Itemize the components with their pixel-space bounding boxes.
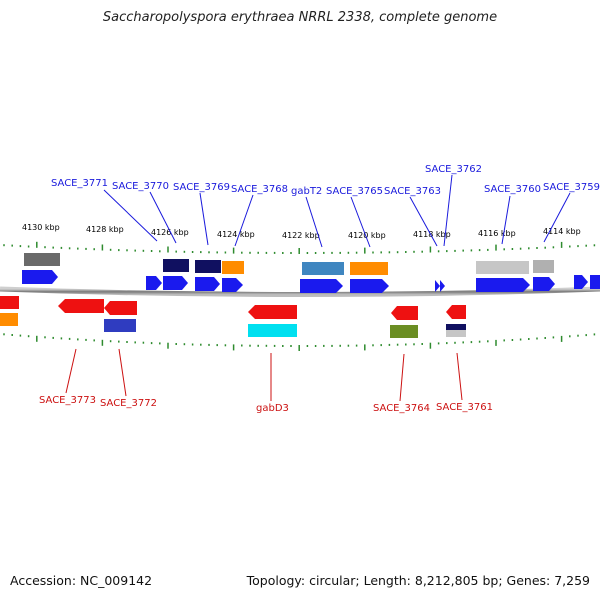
gene-label-forward[interactable]: SACE_3759	[543, 182, 600, 193]
gene-label-forward[interactable]: SACE_3770	[112, 181, 169, 192]
cds-arrow-forward[interactable]	[590, 275, 600, 289]
kbp-tick-label: 4116 kbp	[478, 229, 516, 238]
cds-arrow-forward[interactable]	[574, 275, 588, 289]
outer-tick-row	[3, 241, 596, 254]
feature-box[interactable]	[446, 324, 466, 330]
gene-label-reverse[interactable]: SACE_3764	[373, 403, 430, 414]
cds-arrow-reverse[interactable]	[58, 299, 104, 313]
gene-label-reverse[interactable]: SACE_3772	[100, 398, 157, 409]
cds-arrow-reverse[interactable]	[391, 306, 418, 320]
kbp-tick-label: 4114 kbp	[543, 227, 581, 236]
feature-box[interactable]	[0, 313, 18, 326]
cds-arrow-forward[interactable]	[22, 270, 58, 284]
feature-box[interactable]	[248, 324, 297, 337]
genome-summary-text: Topology: circular; Length: 8,212,805 bp…	[246, 573, 590, 588]
gene-label-forward[interactable]: gabT2	[291, 186, 322, 197]
gene-label-forward[interactable]: SACE_3762	[425, 164, 482, 175]
feature-box[interactable]	[302, 262, 344, 275]
cds-arrow-reverse[interactable]	[446, 305, 466, 319]
feature-box[interactable]	[222, 261, 244, 274]
kbp-tick-labels: 4130 kbp 4128 kbp 4126 kbp 4124 kbp 4122…	[22, 223, 581, 240]
cds-arrow-forward[interactable]	[435, 280, 440, 292]
bottom-label-leaders	[65, 348, 463, 402]
cds-arrow-forward[interactable]	[440, 280, 445, 292]
top-gene-labels: SACE_3771 SACE_3770 SACE_3769 SACE_3768 …	[51, 164, 600, 197]
cds-arrow-reverse[interactable]	[104, 301, 137, 315]
gene-label-forward[interactable]: SACE_3771	[51, 178, 108, 189]
gene-label-forward[interactable]: SACE_3768	[231, 184, 288, 195]
gene-label-reverse[interactable]: SACE_3773	[39, 395, 96, 406]
kbp-tick-label: 4128 kbp	[86, 225, 124, 234]
genome-title: Saccharopolyspora erythraea NRRL 2338, c…	[102, 10, 498, 25]
kbp-tick-label: 4130 kbp	[22, 223, 60, 232]
gene-label-reverse[interactable]: gabD3	[256, 403, 289, 414]
feature-box[interactable]	[390, 325, 418, 338]
gene-label-forward[interactable]: SACE_3760	[484, 184, 541, 195]
cds-arrow-forward[interactable]	[350, 279, 389, 293]
kbp-tick-label: 4126 kbp	[151, 228, 189, 237]
feature-box[interactable]	[350, 262, 388, 275]
bottom-gene-labels: SACE_3773 SACE_3772 gabD3 SACE_3764 SACE…	[39, 395, 493, 414]
top-label-leaders	[103, 174, 571, 248]
gene-label-forward[interactable]: SACE_3769	[173, 182, 230, 193]
inner-features	[0, 313, 466, 338]
cds-arrow-forward[interactable]	[163, 276, 188, 290]
cds-arrow-forward[interactable]	[533, 277, 555, 291]
kbp-tick-label: 4124 kbp	[217, 230, 255, 239]
cds-arrow-forward[interactable]	[146, 276, 162, 290]
inner-tick-row	[3, 333, 596, 351]
outer-features	[24, 253, 554, 275]
cds-arrow-reverse[interactable]	[0, 296, 19, 309]
kbp-tick-label: 4122 kbp	[282, 231, 320, 240]
accession-text: Accession: NC_009142	[10, 573, 153, 588]
feature-box[interactable]	[24, 253, 60, 266]
kbp-tick-label: 4120 kbp	[348, 231, 386, 240]
cds-arrow-forward[interactable]	[195, 277, 220, 291]
forward-cds-row	[22, 270, 600, 293]
feature-box[interactable]	[195, 260, 221, 273]
cds-arrow-forward[interactable]	[300, 279, 343, 293]
feature-box[interactable]	[163, 259, 189, 272]
kbp-tick-label: 4118 kbp	[413, 230, 451, 239]
feature-box[interactable]	[476, 261, 529, 274]
gene-label-reverse[interactable]: SACE_3761	[436, 402, 493, 413]
feature-box[interactable]	[104, 319, 136, 332]
reverse-cds-row	[0, 296, 466, 320]
feature-box[interactable]	[446, 330, 466, 337]
cds-arrow-forward[interactable]	[476, 278, 530, 292]
gene-label-forward[interactable]: SACE_3765	[326, 186, 383, 197]
cds-arrow-forward[interactable]	[222, 278, 243, 292]
gene-label-forward[interactable]: SACE_3763	[384, 186, 441, 197]
feature-box[interactable]	[533, 260, 554, 273]
cds-arrow-reverse[interactable]	[248, 305, 297, 319]
